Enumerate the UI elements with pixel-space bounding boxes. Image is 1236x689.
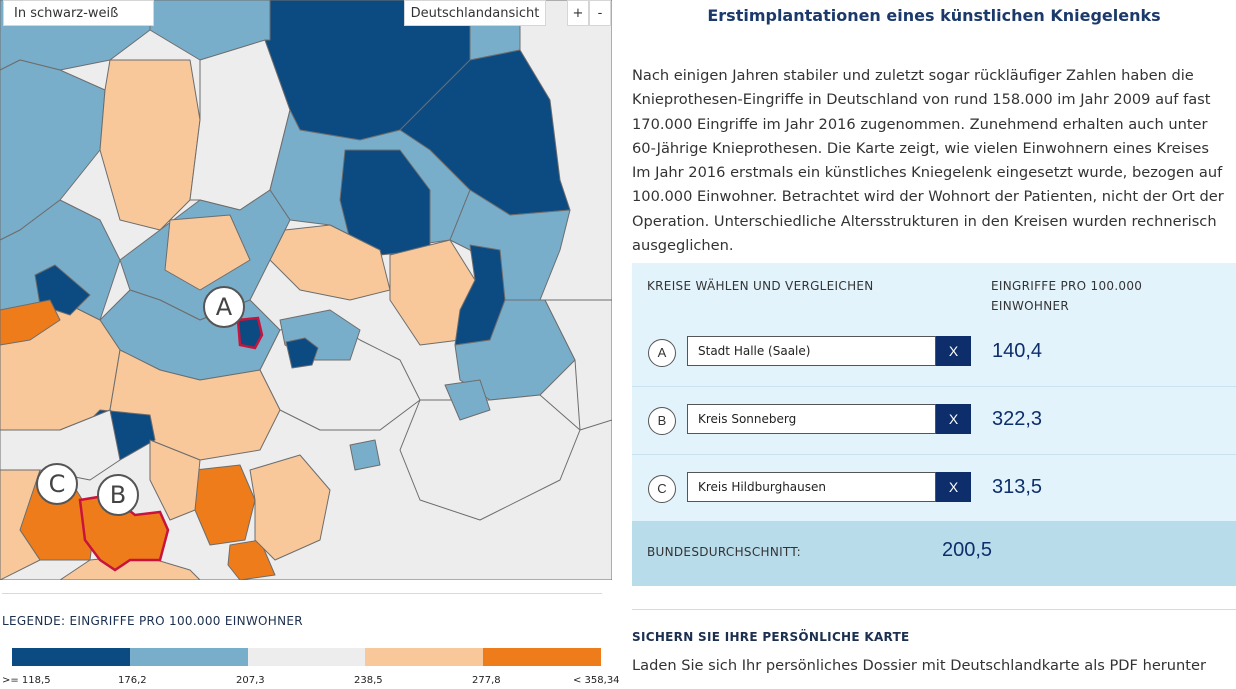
map-region[interactable]: [227, 539, 276, 580]
map-region[interactable]: [0, 299, 61, 346]
national-average-band: BUNDESDURCHSCHNITT: 200,5: [632, 521, 1236, 586]
district-map[interactable]: In schwarz-weiß Deutschlandansicht + - A…: [0, 0, 612, 580]
dossier-text: Laden Sie sich Ihr persönliches Dossier …: [632, 657, 1206, 674]
value-heading: EINGRIFFE PRO 100.000 EINWOHNER: [991, 279, 1143, 313]
legend-tick: 277,8: [472, 675, 501, 686]
legend-tick: 176,2: [118, 675, 147, 686]
legend-divider: [2, 593, 602, 594]
compare-heading: KREISE WÄHLEN UND VERGLEICHEN: [647, 279, 874, 293]
clear-button-b[interactable]: X: [936, 404, 971, 434]
article-title: Erstimplantationen eines künstlichen Kni…: [707, 6, 1161, 25]
value-c: 313,5: [992, 476, 1043, 498]
legend-tick: 207,3: [236, 675, 265, 686]
germany-view-button[interactable]: Deutschlandansicht: [404, 0, 546, 26]
choropleth-map[interactable]: [0, 0, 612, 580]
legend-title: LEGENDE: EINGRIFFE PRO 100.000 EINWOHNER: [2, 614, 303, 628]
map-region[interactable]: [269, 224, 391, 301]
map-region[interactable]: [444, 379, 491, 421]
zoom-out-button[interactable]: -: [589, 0, 611, 26]
legend-swatch: [365, 648, 484, 666]
legend-swatch: [483, 648, 601, 666]
section-divider: [632, 609, 1236, 610]
clear-button-c[interactable]: X: [936, 472, 971, 502]
map-region[interactable]: [285, 337, 319, 369]
row-letter-b: B: [648, 407, 676, 435]
row-divider: [632, 454, 1236, 455]
legend-swatch: [12, 648, 130, 666]
national-average-label: BUNDESDURCHSCHNITT:: [647, 545, 802, 559]
legend-swatch: [247, 648, 366, 666]
bw-toggle-button[interactable]: In schwarz-weiß: [3, 0, 154, 26]
row-letter-c: C: [648, 475, 676, 503]
map-region[interactable]: [0, 469, 41, 580]
district-input-b[interactable]: Kreis Sonneberg: [687, 404, 936, 434]
district-input-a[interactable]: Stadt Halle (Saale): [687, 336, 936, 366]
national-average-value: 200,5: [942, 539, 993, 561]
map-region[interactable]: [544, 299, 612, 431]
value-a: 140,4: [992, 340, 1043, 362]
value-b: 322,3: [992, 408, 1043, 430]
clear-button-a[interactable]: X: [936, 336, 971, 366]
legend-tick: >= 118,5: [2, 675, 51, 686]
map-region[interactable]: [349, 439, 381, 471]
legend-tick: 238,5: [354, 675, 383, 686]
row-letter-a: A: [648, 339, 676, 367]
article-intro: Nach einigen Jahren stabiler und zuletzt…: [632, 67, 1224, 255]
legend-tick: < 358,34: [573, 675, 620, 686]
map-region[interactable]: [399, 394, 581, 521]
row-divider: [632, 386, 1236, 387]
legend-swatch: [129, 648, 248, 666]
zoom-in-button[interactable]: +: [567, 0, 589, 26]
map-marker-b[interactable]: B: [97, 474, 139, 516]
map-region[interactable]: [249, 454, 331, 561]
district-input-c[interactable]: Kreis Hildburghausen: [687, 472, 936, 502]
map-marker-a[interactable]: A: [203, 286, 245, 328]
map-region[interactable]: [164, 214, 251, 291]
legend-bar: [12, 648, 601, 666]
map-marker-c[interactable]: C: [36, 463, 78, 505]
compare-panel: KREISE WÄHLEN UND VERGLEICHEN EINGRIFFE …: [632, 263, 1236, 586]
dossier-heading: SICHERN SIE IHRE PERSÖNLICHE KARTE: [632, 630, 910, 644]
selected-district-halle[interactable]: [236, 316, 264, 350]
map-region[interactable]: [149, 439, 201, 521]
